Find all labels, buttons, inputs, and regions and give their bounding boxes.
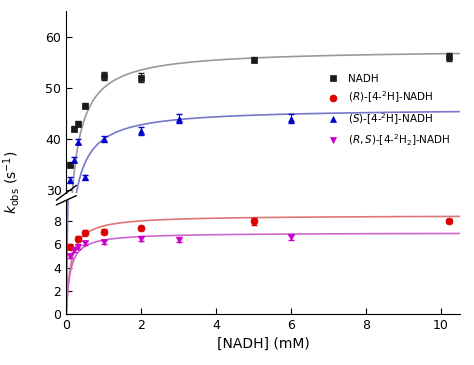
X-axis label: [NADH] (mM): [NADH] (mM) [217,337,310,351]
Legend: NADH, $(R)$-[4-$^{2}$H]-NADH, $(S)$-[4-$^{2}$H]-NADH, $(R,S)$-[4-$^{2}$H$_{2}$]-: NADH, $(R)$-[4-$^{2}$H]-NADH, $(S)$-[4-$… [319,70,455,152]
Text: $\it{k}_\mathrm{obs}$ (s$^{-1}$): $\it{k}_\mathrm{obs}$ (s$^{-1}$) [1,151,22,214]
